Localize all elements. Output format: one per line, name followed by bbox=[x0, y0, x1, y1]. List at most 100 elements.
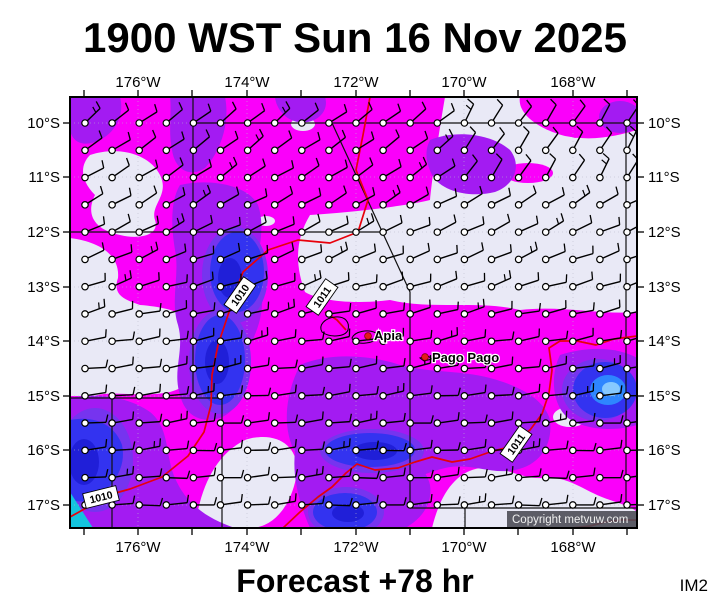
barb-shaft bbox=[141, 192, 158, 204]
barb-shaft bbox=[332, 475, 350, 479]
barb-feather bbox=[132, 465, 135, 475]
station-circle bbox=[541, 228, 550, 236]
wind-barb bbox=[135, 328, 161, 346]
barb-shaft bbox=[548, 220, 564, 232]
station-circle bbox=[596, 228, 604, 236]
barb-feather bbox=[603, 98, 611, 105]
station-circle bbox=[406, 473, 415, 482]
barb-feather bbox=[578, 153, 586, 161]
barb-feather bbox=[127, 213, 131, 222]
barb-shaft bbox=[141, 222, 159, 232]
barb-feather bbox=[315, 157, 320, 166]
station-circle bbox=[243, 473, 252, 482]
wind-barb bbox=[81, 272, 106, 291]
barb-feather bbox=[240, 385, 244, 394]
barb-shaft bbox=[223, 362, 241, 369]
barb-shaft bbox=[87, 167, 105, 177]
station-circle bbox=[189, 201, 198, 209]
barb-feather bbox=[424, 130, 429, 139]
barb-shaft bbox=[358, 220, 375, 232]
barb-shaft bbox=[169, 447, 188, 451]
wind-barb bbox=[270, 384, 297, 400]
wind-barb bbox=[243, 466, 271, 482]
station-circle bbox=[541, 501, 550, 509]
violet-topleft-corner bbox=[70, 97, 122, 144]
barb-shaft bbox=[519, 160, 532, 176]
barb-feather bbox=[403, 442, 407, 451]
wind-barb bbox=[108, 244, 133, 264]
barb-shaft bbox=[467, 280, 485, 287]
station-circle bbox=[189, 364, 198, 373]
barb-shaft bbox=[602, 193, 619, 204]
barb-shaft bbox=[277, 336, 296, 342]
barb-feather bbox=[620, 469, 624, 478]
wind-barb bbox=[325, 104, 348, 127]
barb-shaft bbox=[412, 163, 427, 177]
wind-barb bbox=[81, 359, 109, 373]
wind-barb bbox=[352, 274, 378, 291]
barb-feather bbox=[563, 243, 566, 252]
station-circle bbox=[162, 119, 171, 127]
barb-shaft bbox=[223, 224, 241, 232]
station-circle bbox=[379, 473, 387, 482]
barb-shaft bbox=[358, 281, 377, 287]
isobar-label-box bbox=[305, 278, 339, 316]
station-circle bbox=[487, 146, 496, 155]
barb-shaft bbox=[304, 164, 320, 177]
barb-feather bbox=[592, 357, 596, 367]
station-circle bbox=[162, 391, 171, 400]
barb-feather bbox=[618, 216, 621, 225]
wind-barb bbox=[135, 159, 159, 182]
station-circle bbox=[514, 255, 523, 264]
wind-barb bbox=[297, 131, 321, 155]
station-circle bbox=[487, 446, 496, 455]
station-circle bbox=[243, 146, 252, 155]
barb-shaft bbox=[385, 278, 404, 287]
barb-shaft bbox=[385, 136, 400, 149]
barb-feather bbox=[294, 439, 297, 448]
station-circle bbox=[568, 119, 577, 127]
lat-label-right: 14°S bbox=[648, 333, 681, 350]
barb-feather bbox=[267, 412, 271, 421]
barb-feather bbox=[213, 442, 218, 451]
wind-barb bbox=[568, 357, 596, 373]
barb-shaft bbox=[331, 310, 350, 315]
wind-barb bbox=[514, 303, 542, 318]
barb-shaft bbox=[114, 251, 133, 259]
barb-feather bbox=[159, 303, 162, 312]
station-circle bbox=[189, 119, 198, 127]
barb-shaft bbox=[331, 445, 350, 451]
barb-feather bbox=[453, 214, 457, 223]
barb-shaft bbox=[602, 280, 621, 287]
barb-feather bbox=[159, 413, 163, 422]
station-circle bbox=[623, 201, 631, 209]
barb-shaft bbox=[412, 108, 427, 122]
wind-barb bbox=[189, 129, 211, 155]
wind-barb bbox=[297, 495, 325, 509]
wind-barb bbox=[460, 98, 475, 127]
wind-barb bbox=[189, 357, 217, 373]
station-circle bbox=[162, 282, 171, 291]
barb-feather bbox=[526, 99, 533, 107]
wind-barb bbox=[433, 442, 461, 455]
barb-feather bbox=[469, 126, 477, 133]
isobar-label-box bbox=[223, 276, 257, 314]
station-circle bbox=[325, 446, 333, 455]
barb-feather bbox=[376, 385, 379, 395]
barb-feather bbox=[566, 470, 570, 479]
wind-barb bbox=[460, 242, 484, 264]
isobar-label-box bbox=[499, 425, 533, 463]
wind-barb bbox=[487, 153, 503, 182]
wind-barb bbox=[270, 468, 299, 482]
barb-shaft bbox=[602, 447, 621, 451]
page-title: 1900 WST Sun 16 Nov 2025 bbox=[83, 14, 627, 61]
station-circle bbox=[297, 255, 306, 264]
barb-feather bbox=[372, 187, 376, 196]
barb-feather bbox=[124, 274, 127, 281]
barb-shaft bbox=[630, 366, 637, 369]
wind-barb bbox=[379, 103, 402, 127]
barb-shaft bbox=[629, 337, 637, 341]
station-circle bbox=[379, 310, 387, 318]
barb-feather bbox=[445, 134, 450, 141]
